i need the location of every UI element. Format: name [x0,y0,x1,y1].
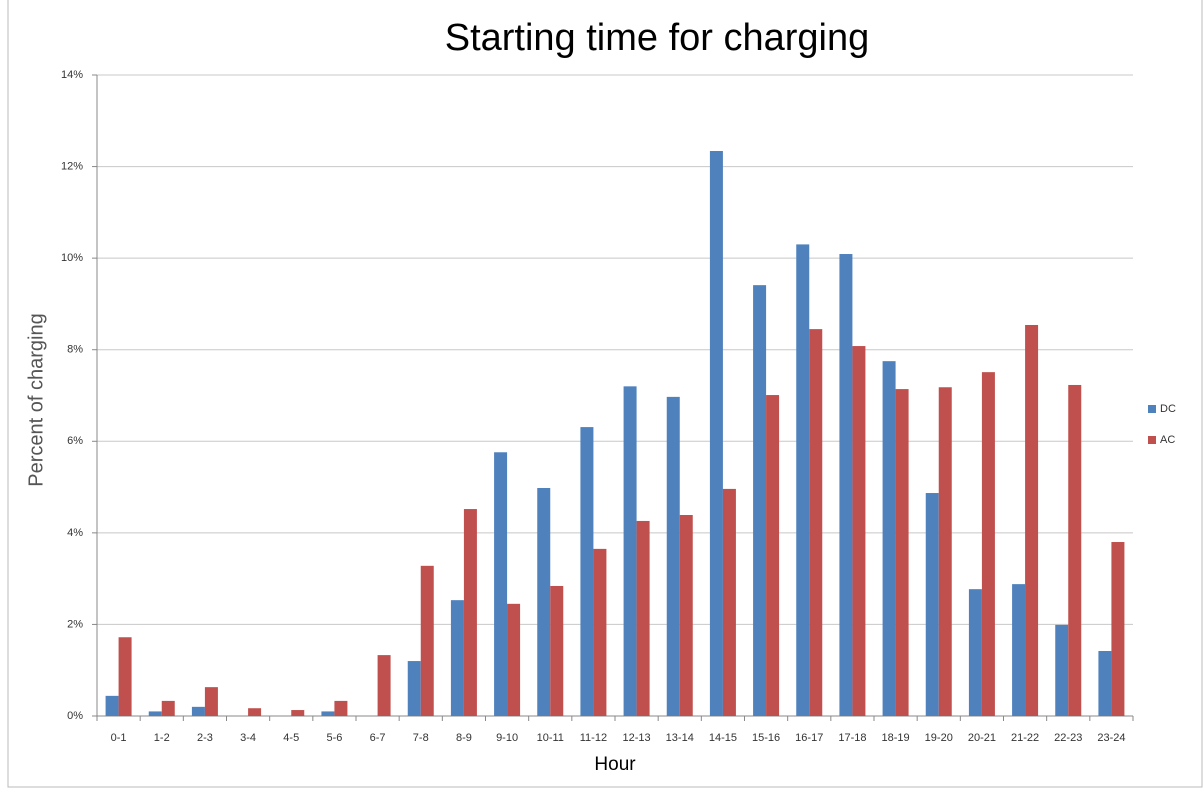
x-tick-label: 20-21 [968,732,996,744]
bar [852,346,866,716]
y-tick-label: 14% [61,69,83,81]
x-tick-label: 13-14 [666,732,694,744]
bar [666,396,680,716]
x-tick-label: 9-10 [496,732,518,744]
x-tick-label: 10-11 [537,732,564,744]
bar [1055,624,1069,716]
bar [981,372,995,716]
x-tick-label: 12-13 [623,732,651,744]
bar [537,487,551,716]
x-tick-label: 7-8 [413,732,429,744]
x-axis-label: Hour [594,754,636,775]
bar [623,386,637,716]
y-axis-label: Percent of charging [25,313,47,486]
bar [463,509,477,716]
legend-swatch [1148,436,1156,444]
bar [248,708,262,716]
bar [938,387,952,716]
x-tick-label: 17-18 [838,732,866,744]
bar [148,711,162,716]
x-tick-label: 21-22 [1011,732,1039,744]
bar [204,687,218,716]
x-tick-label: 11-12 [580,732,607,744]
bar [494,452,508,716]
bar [1111,542,1125,716]
bar [550,585,564,716]
bar [796,244,810,716]
bar [766,395,780,716]
y-tick-label: 4% [67,527,83,539]
bar [925,493,939,716]
chart-title: Starting time for charging [445,17,870,59]
bar [450,600,464,716]
bar [321,711,335,716]
chart-frame [7,0,1203,788]
x-tick-label: 8-9 [456,732,472,744]
bar [1025,324,1039,716]
y-tick-label: 10% [61,252,83,264]
x-tick-label: 22-23 [1054,732,1082,744]
bar [161,700,175,716]
legend-swatch [1148,405,1156,413]
bar [420,565,434,716]
x-tick-label: 23-24 [1097,732,1125,744]
x-tick-label: 19-20 [925,732,953,744]
bar [968,589,982,716]
bar [377,655,391,716]
x-tick-label: 5-6 [326,732,342,744]
x-tick-label: 18-19 [882,732,910,744]
legend-label: AC [1160,434,1175,446]
bar [118,637,132,716]
x-tick-label: 4-5 [283,732,299,744]
bar [882,361,896,716]
bar [105,695,119,716]
bar [407,661,421,716]
bar [809,329,823,716]
bar [580,427,594,716]
y-tick-label: 6% [67,435,83,447]
x-tick-label: 15-16 [752,732,780,744]
bar [1068,384,1082,716]
bar [334,700,348,716]
y-tick-label: 0% [67,710,83,722]
bar [722,488,736,716]
y-tick-label: 12% [61,160,83,172]
x-tick-label: 14-15 [709,732,737,744]
y-tick-label: 8% [67,344,83,356]
bar [507,603,521,716]
x-tick-label: 0-1 [111,732,127,744]
bar [291,710,305,716]
x-tick-label: 16-17 [795,732,823,744]
x-tick-label: 2-3 [197,732,213,744]
bar [191,706,205,716]
bar [839,254,853,716]
y-tick-label: 2% [67,618,83,630]
bar [753,285,767,716]
legend-label: DC [1160,403,1176,415]
bar [593,548,607,716]
bar [1098,650,1112,716]
x-tick-label: 1-2 [154,732,170,744]
bar [636,520,650,716]
x-tick-label: 3-4 [240,732,256,744]
bar [709,151,723,717]
x-tick-label: 6-7 [370,732,386,744]
bar [895,389,909,716]
bar [1012,584,1026,716]
bar [679,515,693,716]
